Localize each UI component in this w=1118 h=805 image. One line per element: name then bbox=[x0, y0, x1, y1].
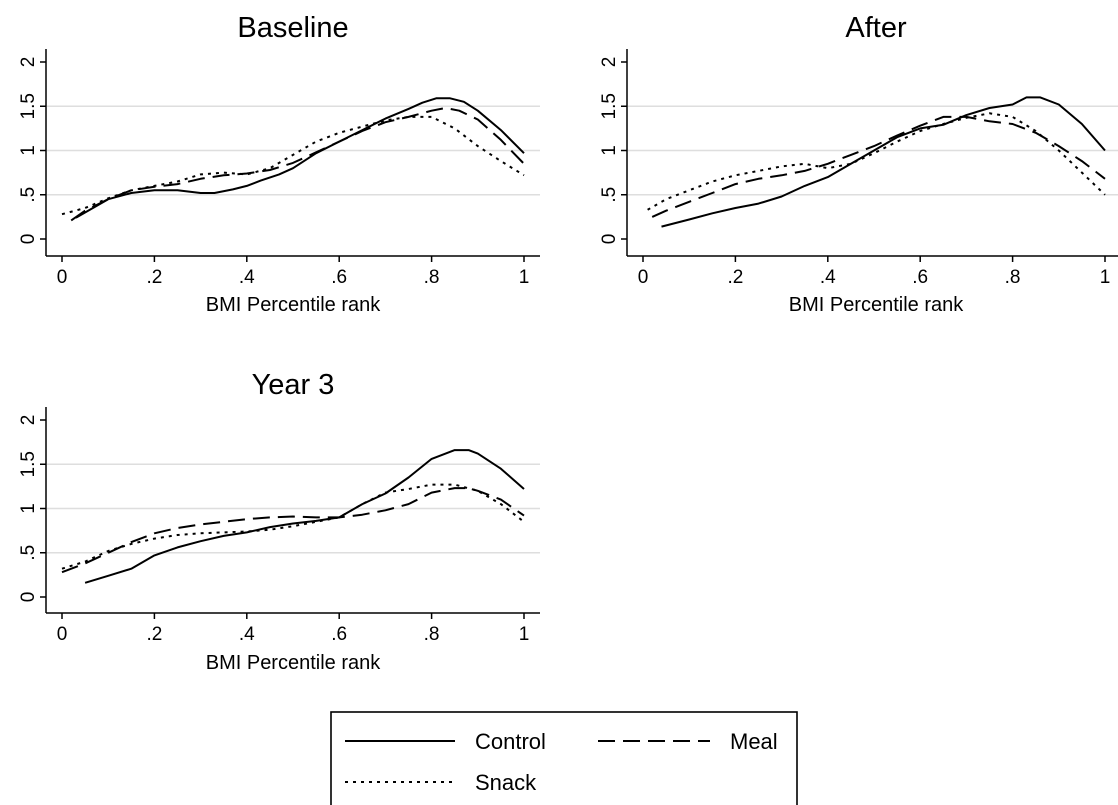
x-tick-label: 1 bbox=[1100, 267, 1111, 288]
x-tick-label: 0 bbox=[57, 267, 68, 288]
x-tick-label: 1 bbox=[519, 624, 530, 645]
legend: Control Meal Snack bbox=[330, 711, 798, 805]
y-tick-label: 1 bbox=[18, 145, 39, 156]
y-tick-label: .5 bbox=[18, 545, 39, 561]
x-tick-label: .8 bbox=[424, 624, 440, 645]
legend-box bbox=[330, 711, 798, 805]
panel-title: Year 3 bbox=[252, 369, 335, 401]
x-axis-label: BMI Percentile rank bbox=[206, 294, 382, 316]
y-tick-label: 1.5 bbox=[18, 451, 39, 477]
legend-label-control: Control bbox=[475, 729, 546, 754]
x-tick-label: .6 bbox=[331, 267, 347, 288]
series-line-meal bbox=[651, 115, 1106, 218]
y-tick-label: 2 bbox=[599, 57, 620, 68]
legend-label-meal: Meal bbox=[730, 729, 778, 754]
y-tick-label: 0 bbox=[18, 592, 39, 603]
x-tick-label: .8 bbox=[424, 267, 440, 288]
y-tick-label: 1.5 bbox=[18, 93, 39, 119]
panel-title: After bbox=[845, 12, 907, 44]
x-tick-label: 0 bbox=[638, 267, 649, 288]
panel-title: Baseline bbox=[237, 12, 348, 44]
panel-after: 0 .5 1 1.5 2 0 .2 .4 .6 .8 1 After BMI Percentile ra… bbox=[599, 12, 1118, 316]
x-tick-label: 1 bbox=[519, 267, 530, 288]
x-tick-label: .2 bbox=[146, 624, 162, 645]
x-tick-label: .6 bbox=[912, 267, 928, 288]
series-line-control bbox=[75, 97, 525, 219]
series-line-control bbox=[661, 96, 1106, 228]
series-line-snack bbox=[61, 483, 525, 570]
x-tick-label: .6 bbox=[331, 624, 347, 645]
y-tick-label: 2 bbox=[18, 57, 39, 68]
y-tick-label: .5 bbox=[599, 187, 620, 203]
x-tick-label: 0 bbox=[57, 624, 68, 645]
series-line-snack bbox=[61, 115, 525, 216]
y-tick-label: 0 bbox=[18, 234, 39, 245]
series-line-control bbox=[84, 449, 525, 584]
y-tick-label: 2 bbox=[18, 415, 39, 426]
y-tick-label: .5 bbox=[18, 187, 39, 203]
x-axis-label: BMI Percentile rank bbox=[789, 294, 965, 316]
x-axis-label: BMI Percentile rank bbox=[206, 652, 382, 674]
series-line-meal bbox=[61, 487, 525, 574]
x-tick-label: .4 bbox=[820, 267, 836, 288]
y-tick-label: 1.5 bbox=[599, 93, 620, 119]
x-tick-label: .8 bbox=[1005, 267, 1021, 288]
legend-label-snack: Snack bbox=[475, 770, 537, 795]
panel-baseline: 0 .5 1 1.5 2 0 .2 .4 .6 .8 1 Baseline BMI Percentile… bbox=[18, 12, 540, 316]
x-tick-label: .4 bbox=[239, 624, 255, 645]
x-tick-label: .2 bbox=[146, 267, 162, 288]
y-tick-label: 1 bbox=[599, 145, 620, 156]
y-tick-label: 1 bbox=[18, 503, 39, 514]
x-tick-label: .2 bbox=[727, 267, 743, 288]
panel-year-3: 0 .5 1 1.5 2 0 .2 .4 .6 .8 1 Year 3 BMI Percentile r… bbox=[18, 369, 540, 674]
series-line-snack bbox=[647, 112, 1106, 211]
y-tick-label: 0 bbox=[599, 234, 620, 245]
x-tick-label: .4 bbox=[239, 267, 255, 288]
series-line-meal bbox=[70, 107, 525, 222]
